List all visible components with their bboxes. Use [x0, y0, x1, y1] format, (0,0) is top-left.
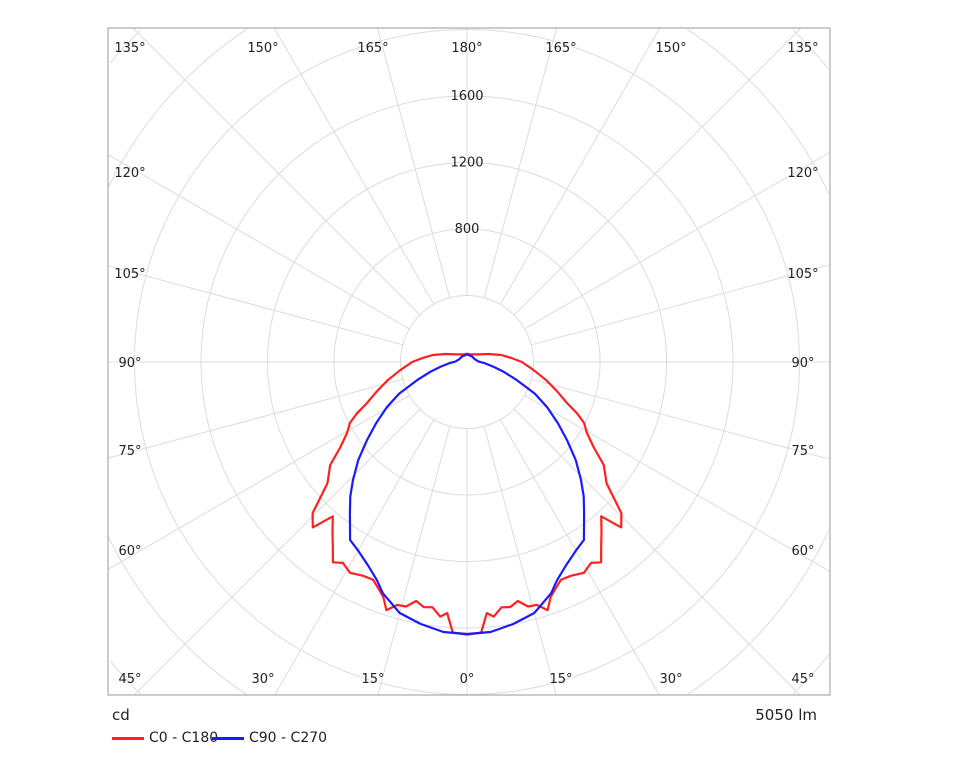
grid-spoke	[274, 419, 435, 696]
radial-tick-label: 1200	[450, 156, 483, 171]
grid-spoke	[483, 27, 557, 298]
angle-label-bottom: 0°	[460, 672, 475, 687]
angle-label-top: 135°	[114, 41, 145, 56]
angle-label-bottom: 45°	[791, 672, 814, 687]
angle-label-bottom: 30°	[251, 672, 274, 687]
angle-label-left: 75°	[118, 444, 141, 459]
legend-item-c90-c270: C90 - C270	[212, 729, 327, 747]
grid-spoke	[531, 264, 831, 346]
angle-label-top: 180°	[451, 41, 482, 56]
angle-label-top: 165°	[357, 41, 388, 56]
angle-label-bottom: 15°	[361, 672, 384, 687]
plot-frame	[107, 27, 831, 696]
radial-tick-label: 800	[455, 222, 480, 237]
curves	[311, 352, 623, 636]
angle-label-right: 105°	[787, 267, 818, 282]
grid-spoke	[133, 408, 421, 696]
grid-circle	[107, 28, 830, 696]
legend-item-c0-c180: C0 - C180	[112, 729, 218, 747]
angle-label-left: 60°	[118, 544, 141, 559]
angle-label-bottom: 45°	[118, 672, 141, 687]
grid-spoke	[499, 27, 661, 305]
grid-spoke	[377, 27, 451, 298]
angle-label-bottom: 30°	[659, 672, 682, 687]
angle-label-right: 120°	[787, 166, 818, 181]
angle-label-top: 150°	[655, 41, 686, 56]
grid-spoke	[107, 265, 403, 346]
legend-swatch-blue	[212, 736, 244, 740]
grid-spoke	[107, 154, 410, 330]
legend-label: C0 - C180	[149, 730, 219, 746]
grid-spoke	[513, 27, 802, 316]
angle-label-top: 165°	[545, 41, 576, 56]
grid-spoke	[524, 151, 831, 330]
angle-label-top: 135°	[787, 41, 818, 56]
angle-label-right: 75°	[791, 444, 814, 459]
grid-spoke	[377, 426, 451, 696]
angle-label-left: 105°	[114, 267, 145, 282]
series-line-c90-c270	[348, 353, 586, 636]
grid-spoke	[273, 27, 435, 305]
axis-labels: 800 1200 1600 135° 150° 165° 180° 165° 150° 135° 4…	[114, 41, 818, 687]
grid-circle	[110, 29, 830, 695]
grid-spoke	[107, 378, 403, 459]
grid-spoke	[132, 27, 421, 316]
polar-grid	[107, 27, 831, 696]
angle-label-left: 120°	[114, 166, 145, 181]
angle-label-left: 90°	[118, 356, 141, 371]
grid-spoke	[513, 408, 801, 696]
grid-spoke	[483, 426, 557, 696]
grid-spoke	[107, 394, 410, 570]
unit-label: cd	[112, 706, 130, 724]
grid-spoke	[524, 394, 831, 573]
legend-swatch-red	[112, 736, 144, 740]
legend-label: C90 - C270	[249, 730, 328, 746]
angle-label-top: 150°	[247, 41, 278, 56]
luminous-flux-label: 5050 lm	[755, 706, 817, 724]
angle-label-bottom: 15°	[549, 672, 572, 687]
grid-spoke	[531, 378, 831, 460]
grid-spoke	[499, 419, 660, 696]
grid-circle	[400, 295, 534, 429]
radial-tick-label: 1600	[450, 89, 483, 104]
angle-label-right: 60°	[791, 544, 814, 559]
angle-label-right: 90°	[791, 356, 814, 371]
